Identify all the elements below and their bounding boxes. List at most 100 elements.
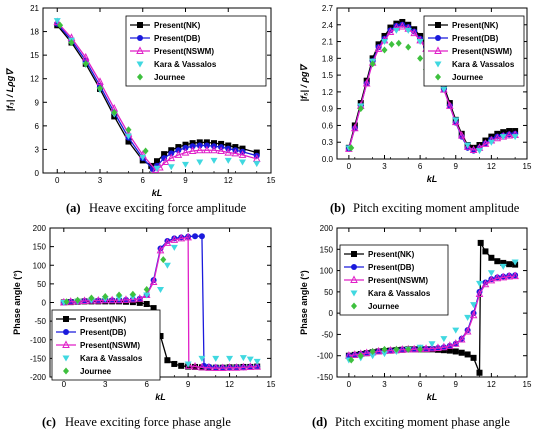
data-point [125,133,132,140]
data-point [154,158,160,165]
x-tick-label: 9 [454,380,459,389]
x-tick-label: 0 [62,380,67,389]
data-point [457,334,466,343]
data-point [139,154,147,161]
data-point [181,147,190,156]
y-tick-label: 21 [30,4,39,13]
x-tick-label: 15 [267,380,276,389]
data-point [212,355,220,362]
data-point [136,61,144,68]
data-point [470,354,477,361]
legend-entry: Kara & Vassalos [452,60,515,69]
data-point [203,139,210,146]
data-point [196,159,204,166]
x-tick-label: 9 [454,162,459,171]
data-point [188,146,197,154]
data-point [137,22,143,28]
y-tick-label: 0.9 [322,105,334,114]
legend-entry: Journee [154,73,186,82]
data-point [511,271,519,280]
data-point [125,138,132,145]
legend-entry: Kara & Vassalos [80,354,143,363]
data-point [434,46,442,54]
data-point [348,144,355,152]
data-point [481,139,490,147]
data-point [410,344,418,353]
x-tick-label: 12 [225,380,234,389]
x-tick-label: 12 [224,176,233,185]
data-point [246,356,254,363]
data-point [142,147,149,155]
data-point [150,305,157,312]
x-axis-label: kL [427,392,438,402]
data-point [417,345,424,353]
data-point [198,355,206,362]
data-point [482,248,489,255]
data-point [167,153,176,162]
data-point [182,161,189,168]
x-tick-label: 3 [98,176,103,185]
data-point [428,343,436,352]
caption-letter: (c) [42,415,56,429]
y-tick-label: 12 [30,75,39,84]
data-point [211,363,220,372]
data-point [410,28,418,37]
data-point [163,262,171,269]
data-point [469,310,478,319]
data-point [435,73,441,81]
x-tick-label: 15 [523,380,532,389]
y-tick-label: 1.8 [322,54,334,63]
data-point [184,232,192,241]
data-point [246,362,255,370]
data-point [82,60,89,68]
data-point [224,147,233,156]
data-point [451,339,460,347]
plot-frame [42,7,272,174]
data-point [435,22,441,28]
legend-entry: Journee [368,302,400,311]
data-point [386,345,395,354]
data-point [136,46,144,54]
data-point [170,235,179,243]
y-tick-label: 100 [33,261,47,270]
data-point [381,351,388,358]
y-tick-label: 2.7 [322,4,334,13]
data-point [239,159,246,166]
legend: Present(NK) Present(DB) Present(NSWM) Kara … [423,15,525,87]
x-axis-label: kL [427,174,438,184]
data-point [238,150,247,158]
data-point [136,299,143,306]
panel-b: (b) Pitch exciting moment amplitude 0 3 6 9… [299,4,532,215]
data-point [88,294,95,302]
data-point [398,21,407,30]
data-point [168,147,175,154]
x-tick-label: 0 [347,380,352,389]
data-point [168,150,175,157]
data-point [350,275,358,283]
caption: Heave exciting force amplitude [89,201,247,215]
y-tick-label: 15 [30,51,39,60]
data-point [203,145,211,154]
data-point [511,259,519,266]
data-point [129,290,136,298]
data-point [157,333,164,340]
legend-entry: Present(NK) [80,315,127,324]
data-point [212,364,219,371]
legend-entry: Kara & Vassalos [368,289,431,298]
data-point [476,148,483,155]
y-axis-label: |f₅| / ρg∇ [299,62,309,101]
data-point [225,142,232,149]
y-tick-label: -100 [30,336,47,345]
data-point [111,109,118,116]
legend-entry: Present(NSWM) [154,47,214,56]
data-point [97,84,103,92]
data-point [203,142,210,149]
data-point [137,35,143,41]
caption-letter: (b) [330,201,345,215]
data-point [125,126,132,134]
y-tick-label: 1.5 [322,71,334,80]
y-tick-label: 18 [30,28,39,37]
x-tick-label: 6 [418,380,423,389]
legend-entry: Present(NSWM) [368,276,428,285]
legend-entry: Journee [452,73,484,82]
